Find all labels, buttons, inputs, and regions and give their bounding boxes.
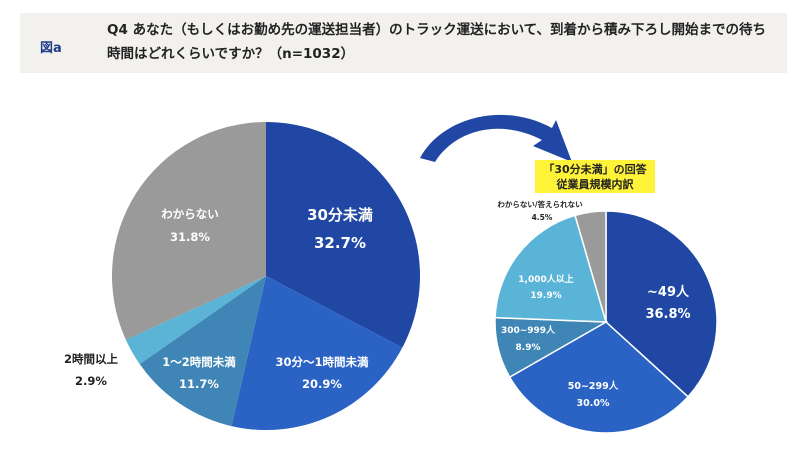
- label-30to60-value: 20.9%: [302, 377, 342, 391]
- label-2h-name: 2時間以上: [64, 352, 119, 366]
- pie-slice-4: [111, 121, 266, 340]
- pie-slice-4: [574, 210, 607, 323]
- callout-line1: 「30分未満」の回答: [543, 163, 647, 176]
- label-1to2h-value: 11.7%: [179, 377, 219, 391]
- label-300-999-name: 300~999人: [501, 324, 556, 336]
- breakdown-callout: 「30分未満」の回答 従業員規模内訳: [535, 160, 655, 193]
- label-30min-name: 30分未満: [307, 206, 373, 224]
- pie-slice-2: [139, 276, 266, 427]
- pie-slice-1: [231, 276, 403, 431]
- label-2h-value: 2.9%: [75, 374, 107, 388]
- callout-line2: 従業員規模内訳: [556, 178, 634, 191]
- question-header: [20, 13, 787, 73]
- label-unknown2-name: わからない/答えられない: [497, 199, 583, 209]
- label-1000-name: 1,000人以上: [518, 273, 573, 285]
- question-text: Q4 あなた（もしくはお勤め先の運送担当者）のトラック運送において、到着から積み…: [107, 22, 766, 62]
- pie-slice-0: [266, 122, 421, 348]
- label-unknown-value: 31.8%: [170, 230, 210, 244]
- breakdown-pie-chart: [494, 210, 718, 434]
- label-1000-value: 19.9%: [530, 291, 561, 301]
- figure-label: 図a: [40, 41, 62, 56]
- label-50-299-name: 50~299人: [568, 380, 619, 392]
- pie-slice-3: [125, 276, 266, 365]
- label-unknown2-value: 4.5%: [532, 213, 553, 222]
- drill-down-arrow-icon: [420, 114, 572, 162]
- label-50-299-value: 30.0%: [577, 398, 610, 409]
- label-49-name: ~49人: [647, 284, 690, 300]
- label-unknown-name: わからない: [161, 207, 219, 221]
- label-49-value: 36.8%: [645, 307, 690, 322]
- label-30min-value: 32.7%: [314, 234, 366, 252]
- main-pie-chart: [111, 121, 421, 431]
- pie-slice-3: [494, 214, 608, 323]
- pie-slice-0: [605, 210, 718, 398]
- label-1to2h-name: 1〜2時間未満: [162, 355, 236, 369]
- label-30to60-name: 30分〜1時間未満: [275, 355, 369, 369]
- pie-slice-1: [508, 321, 690, 434]
- label-300-999-value: 8.9%: [516, 343, 541, 353]
